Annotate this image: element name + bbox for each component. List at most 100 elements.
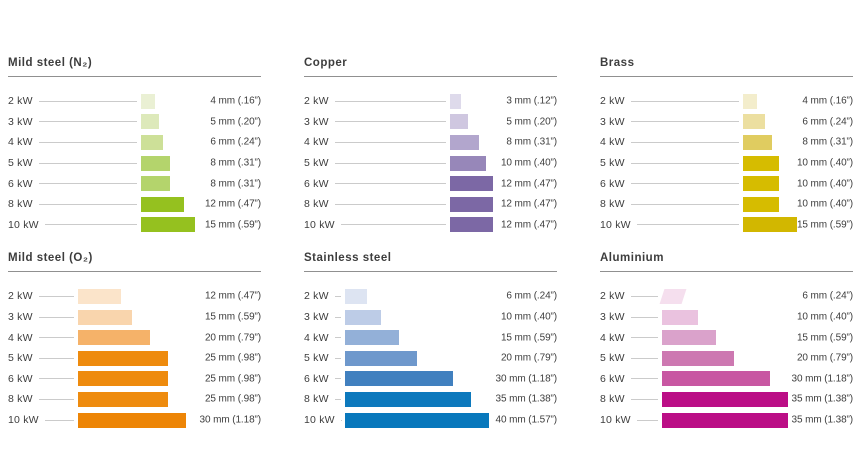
chart-row: 4 kW 20 mm (.79”) (8, 327, 261, 348)
chart-row: 5 kW 8 mm (.31”) (8, 153, 261, 174)
connector-line (630, 183, 739, 185)
thickness-label: 25 mm (.98”) (204, 373, 261, 385)
chart-row: 8 kW 35 mm (1.38”) (600, 389, 853, 410)
thickness-label: 25 mm (.98”) (204, 352, 261, 364)
connector-line (38, 316, 74, 318)
bar (743, 176, 779, 192)
panel-title: Brass (600, 56, 853, 77)
chart-row: 5 kW 20 mm (.79”) (600, 348, 853, 369)
bar (141, 217, 195, 233)
chart-row: 6 kW 30 mm (1.18”) (304, 369, 557, 390)
connector-line (38, 357, 74, 359)
thickness-label: 6 mm (.24”) (802, 290, 853, 302)
chart-row: 4 kW 6 mm (.24”) (8, 132, 261, 153)
connector-line (334, 183, 446, 185)
connector-line (38, 183, 137, 185)
power-label: 2 kW (600, 290, 625, 303)
power-label: 5 kW (304, 157, 329, 170)
bar (450, 114, 468, 130)
panel-title: Mild steel (N₂) (8, 56, 261, 77)
power-label: 4 kW (304, 331, 329, 344)
bar-area: 15 mm (.59”) (743, 215, 853, 236)
bar (743, 114, 765, 130)
connector-line (630, 100, 739, 102)
bar-area: 12 mm (.47”) (450, 194, 557, 215)
thickness-label: 12 mm (.47”) (500, 219, 557, 231)
bar (450, 134, 479, 150)
bar-area: 25 mm (.98”) (78, 369, 261, 390)
bar-area: 30 mm (1.18”) (78, 410, 261, 431)
panel-title: Stainless steel (304, 251, 557, 273)
chart-row: 3 kW 6 mm (.24”) (600, 112, 853, 133)
connector-line (334, 162, 446, 164)
bar-area: 15 mm (.59”) (141, 215, 261, 236)
connector-line (630, 316, 658, 318)
bar-area: 3 mm (.12”) (450, 91, 557, 112)
power-label: 10 kW (304, 414, 335, 427)
power-label: 6 kW (8, 372, 33, 385)
chart-row: 3 kW 15 mm (.59”) (8, 307, 261, 328)
connector-line (630, 357, 658, 359)
power-label: 8 kW (600, 393, 625, 406)
bar-area: 12 mm (.47”) (78, 286, 261, 307)
chart-row: 5 kW 25 mm (.98”) (8, 348, 261, 369)
connector-line (630, 121, 739, 123)
bar (450, 176, 494, 192)
thickness-label: 12 mm (.47”) (500, 198, 557, 210)
power-label: 5 kW (8, 352, 33, 365)
panel-brass: Brass 2 kW 4 mm (.16”) 3 kW 6 mm (.24”) 4 kW… (600, 56, 853, 235)
bar (743, 93, 758, 109)
power-label: 10 kW (600, 218, 631, 231)
power-label: 2 kW (304, 95, 329, 108)
power-label: 3 kW (8, 311, 33, 324)
connector-line (630, 295, 658, 297)
bar (743, 217, 797, 233)
thickness-label: 15 mm (.59”) (204, 311, 261, 323)
thickness-label: 25 mm (.98”) (204, 393, 261, 405)
power-label: 3 kW (8, 115, 33, 128)
chart-row: 8 kW 35 mm (1.38”) (304, 389, 557, 410)
power-label: 6 kW (8, 177, 33, 190)
bar-area: 20 mm (.79”) (78, 327, 261, 348)
connector-line (630, 378, 658, 380)
thickness-label: 10 mm (.40”) (796, 178, 853, 190)
bar-area: 10 mm (.40”) (743, 173, 853, 194)
panel-copper: Copper 2 kW 3 mm (.12”) 3 kW 5 mm (.20”) 4 k… (304, 56, 557, 235)
bar-area: 12 mm (.47”) (450, 215, 557, 236)
connector-line (38, 121, 137, 123)
connector-line (636, 419, 658, 421)
bar-area: 6 mm (.24”) (743, 112, 853, 133)
thickness-label: 20 mm (.79”) (796, 352, 853, 364)
panel-title: Copper (304, 56, 557, 77)
power-label: 8 kW (304, 198, 329, 211)
power-label: 6 kW (600, 372, 625, 385)
bar-area: 10 mm (.40”) (662, 307, 853, 328)
bar-area: 8 mm (.31”) (141, 173, 261, 194)
chart-row: 4 kW 8 mm (.31”) (600, 132, 853, 153)
bar-area: 10 mm (.40”) (743, 194, 853, 215)
bar (141, 196, 185, 212)
thickness-label: 15 mm (.59”) (500, 332, 557, 344)
bar-area: 5 mm (.20”) (141, 112, 261, 133)
chart-row: 2 kW 12 mm (.47”) (8, 286, 261, 307)
bar (345, 391, 471, 407)
thickness-label: 6 mm (.24”) (210, 136, 261, 148)
chart-row: 2 kW 4 mm (.16”) (8, 91, 261, 112)
power-label: 2 kW (304, 290, 329, 303)
power-label: 4 kW (600, 136, 625, 149)
thickness-label: 6 mm (.24”) (506, 290, 557, 302)
panel-title: Aluminium (600, 251, 853, 273)
power-label: 8 kW (8, 393, 33, 406)
thickness-label: 12 mm (.47”) (204, 198, 261, 210)
bar (345, 412, 489, 428)
thickness-label: 10 mm (.40”) (500, 311, 557, 323)
power-label: 2 kW (8, 290, 33, 303)
chart-row: 8 kW 12 mm (.47”) (8, 194, 261, 215)
bar (78, 350, 168, 366)
thickness-label: 10 mm (.40”) (796, 311, 853, 323)
connector-line (334, 378, 341, 380)
chart-row: 4 kW 8 mm (.31”) (304, 132, 557, 153)
connector-line (38, 100, 137, 102)
chart-row: 3 kW 10 mm (.40”) (304, 307, 557, 328)
power-label: 2 kW (600, 95, 625, 108)
